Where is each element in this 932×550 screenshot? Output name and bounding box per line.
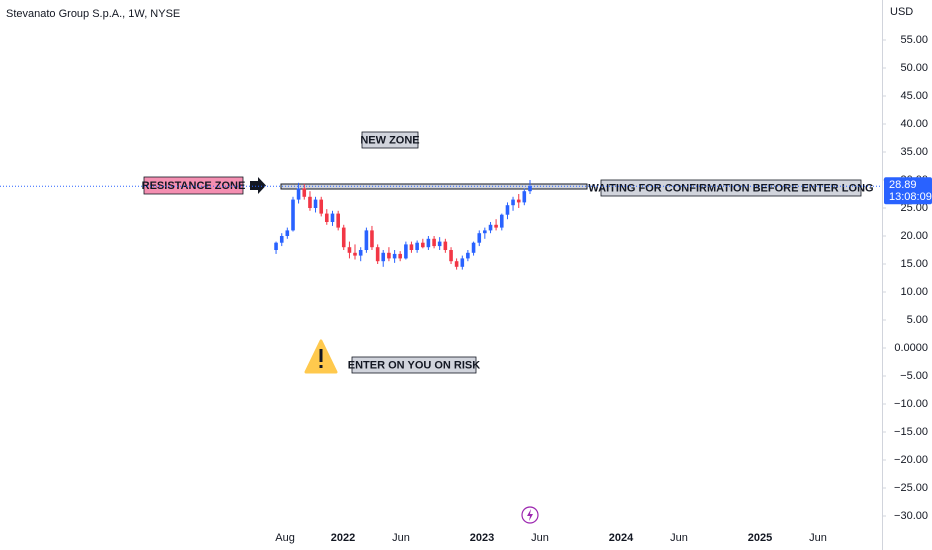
candle-body <box>415 242 419 250</box>
candle-body <box>274 242 278 250</box>
candle-body <box>505 205 510 215</box>
annotation-text: RESISTANCE ZONE <box>142 180 246 192</box>
candle-body <box>528 186 532 192</box>
candle-body <box>432 238 436 247</box>
candle-body <box>483 230 487 234</box>
candle-body <box>336 213 340 228</box>
y-tick-label: 45.00 <box>900 90 928 102</box>
candle-body <box>454 261 459 267</box>
y-tick-label: 10.00 <box>900 286 928 298</box>
candle-body <box>511 199 515 206</box>
candle-body <box>516 199 521 203</box>
event-bolt <box>527 509 533 521</box>
candle-body <box>443 241 448 250</box>
candle-body <box>392 253 397 259</box>
arrow-icon <box>250 177 266 194</box>
x-tick-label: 2025 <box>748 532 772 544</box>
y-tick-label: −15.00 <box>894 426 928 438</box>
candle-body <box>404 244 408 259</box>
annotation-box <box>600 179 862 197</box>
y-tick-label: −25.00 <box>894 482 928 494</box>
resistance-rectangle <box>280 183 588 190</box>
candle-body <box>353 252 357 256</box>
candle-body <box>499 214 504 228</box>
candle-body <box>449 249 453 262</box>
annotation-box <box>143 176 244 195</box>
last-price-label: 28.89 <box>889 179 917 191</box>
candle-body <box>409 244 414 250</box>
candle-body <box>364 230 369 250</box>
annotation-text: NEW ZONE <box>360 134 419 146</box>
y-tick-label: 35.00 <box>900 146 928 158</box>
candle-body <box>437 241 442 247</box>
candle-body <box>347 247 352 253</box>
candle-body <box>398 253 402 259</box>
candle-body <box>313 199 318 208</box>
annotation-box <box>361 131 419 149</box>
y-tick-label: 20.00 <box>900 230 928 242</box>
y-tick-label: 5.00 <box>907 314 928 326</box>
candle-body <box>285 230 290 236</box>
candle-body <box>341 227 346 248</box>
x-tick-label: Jun <box>670 532 688 544</box>
last-price-box <box>884 177 932 205</box>
x-tick-label: 2024 <box>609 532 634 544</box>
candle-body <box>477 233 482 243</box>
annotation-text: ENTER ON YOU ON RISK <box>348 359 480 371</box>
x-tick-label: 2022 <box>331 532 355 544</box>
candle-body <box>296 188 301 200</box>
candle-body <box>466 252 470 259</box>
candle-body <box>358 249 363 256</box>
annotation-box <box>351 356 477 374</box>
warning-mark <box>319 349 323 362</box>
candle-body <box>370 230 374 248</box>
candle-body <box>330 213 335 222</box>
y-tick-label: 40.00 <box>900 118 928 130</box>
y-tick-label: 15.00 <box>900 258 928 270</box>
candle-body <box>291 199 295 231</box>
chart-title: Stevanato Group S.p.A., 1W, NYSE <box>6 8 180 20</box>
y-tick-label: 55.00 <box>900 34 928 46</box>
x-tick-label: Aug <box>275 532 295 544</box>
y-tick-label: 25.00 <box>900 202 928 214</box>
candle-body <box>308 196 312 208</box>
candle-body <box>488 224 493 231</box>
y-tick-label: −30.00 <box>894 510 928 522</box>
candle-body <box>426 238 431 248</box>
candle-body <box>471 242 476 253</box>
candle-body <box>387 252 391 259</box>
candle-body <box>279 235 284 243</box>
candle-body <box>319 199 324 214</box>
candle-body <box>302 188 307 197</box>
candle-body <box>381 252 386 262</box>
candle-body <box>494 224 498 228</box>
candle-body <box>460 258 465 267</box>
candle-body <box>522 191 527 203</box>
annotation-text: WAITING FOR CONFIRMATION BEFORE ENTER LO… <box>588 182 873 194</box>
y-tick-label: −5.00 <box>900 370 928 382</box>
x-tick-label: 2023 <box>470 532 494 544</box>
y-tick-label: 50.00 <box>900 62 928 74</box>
y-tick-label: −20.00 <box>894 454 928 466</box>
x-tick-label: Jun <box>531 532 549 544</box>
candle-body <box>375 247 380 262</box>
candle-body <box>324 213 329 222</box>
warning-dot <box>319 365 323 368</box>
x-tick-label: Jun <box>392 532 410 544</box>
countdown-label: 13:08:09 <box>889 191 932 203</box>
y-tick-label: 0.0000 <box>894 342 928 354</box>
candle-body <box>421 242 425 248</box>
currency-label: USD <box>890 6 913 18</box>
x-tick-label: Jun <box>809 532 827 544</box>
y-tick-label: −10.00 <box>894 398 928 410</box>
